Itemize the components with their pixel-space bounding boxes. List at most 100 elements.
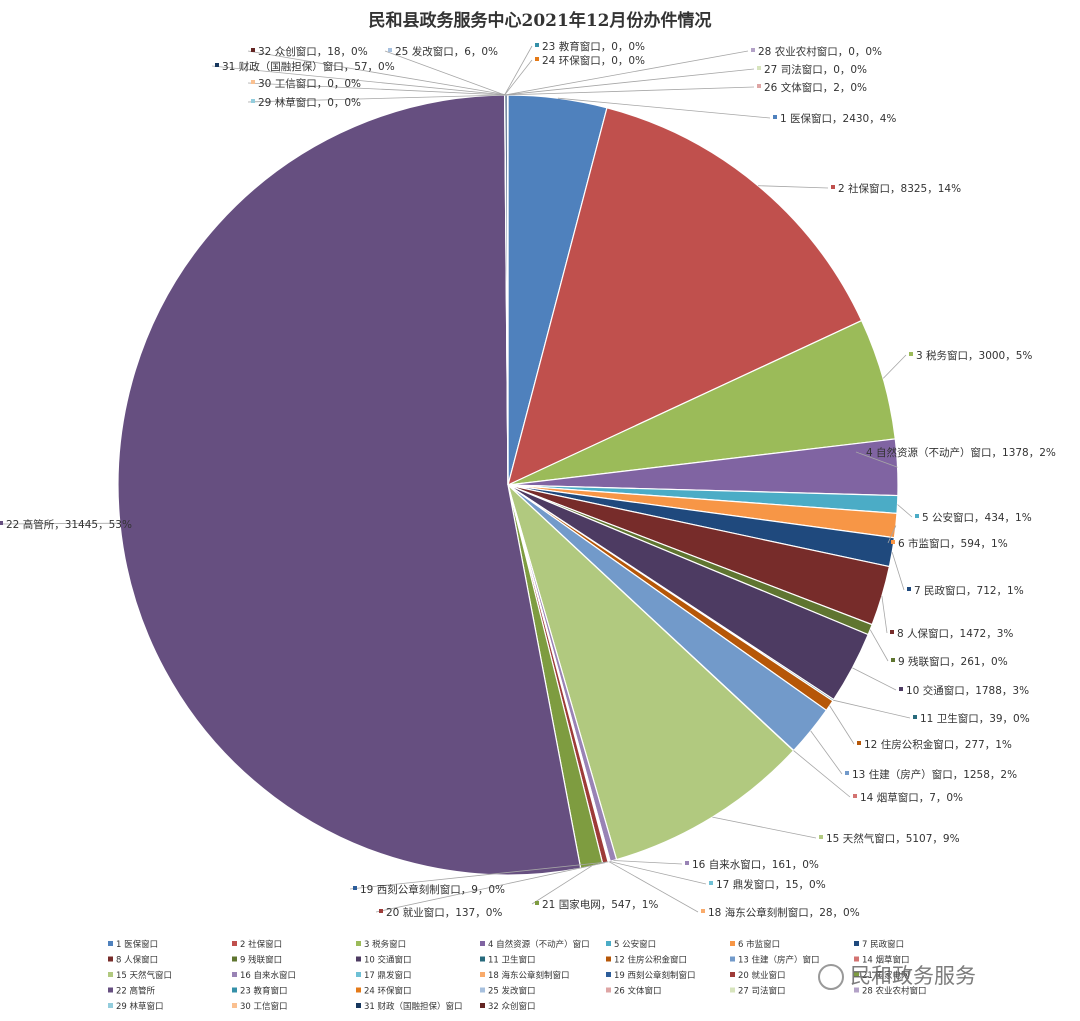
label-marker-30 <box>251 80 255 84</box>
pie-slice-22 <box>117 94 582 876</box>
legend-swatch-6 <box>730 941 735 946</box>
legend-item-15: 15 天然气窗口 <box>116 970 172 981</box>
legend-swatch-15 <box>108 972 113 977</box>
legend-swatch-13 <box>730 956 735 962</box>
label-marker-3 <box>909 352 913 356</box>
leader-line-9 <box>869 629 889 662</box>
pie-slice-15 <box>506 483 795 861</box>
leader-line-28 <box>504 50 749 96</box>
legend-swatch-29 <box>108 1003 113 1008</box>
leader-line-20 <box>375 862 606 913</box>
data-label-21: 21 国家电网，547，1% <box>542 898 658 911</box>
label-marker-28 <box>751 48 755 52</box>
legend-item-10: 10 交通窗口 <box>364 955 412 966</box>
leader-line-15 <box>712 816 817 839</box>
data-label-20: 20 就业窗口，137，0% <box>386 906 502 919</box>
legend-item-18: 18 海东公章刻制窗口 <box>488 970 570 981</box>
pie-slices <box>117 94 899 876</box>
data-label-24: 24 环保窗口，0，0% <box>542 54 645 67</box>
leader-line-23 <box>504 45 533 96</box>
data-label-32: 32 众创窗口，18，0% <box>258 45 368 58</box>
legend-swatch-4 <box>480 941 485 946</box>
label-marker-15 <box>819 835 823 839</box>
leader-line-31 <box>211 65 507 96</box>
label-marker-29 <box>251 99 255 103</box>
legend-item-27: 27 司法窗口 <box>738 986 786 997</box>
leader-line-7 <box>891 552 905 591</box>
data-label-5: 5 公安窗口，434，1% <box>922 511 1032 524</box>
label-marker-12 <box>857 741 861 745</box>
label-marker-16 <box>685 861 689 865</box>
legend-swatch-17 <box>356 972 361 977</box>
legend-swatch-24 <box>356 987 361 993</box>
data-label-12: 12 住房公积金窗口，277，1% <box>864 738 1012 751</box>
legend-item-17: 17 鼎发窗口 <box>364 970 412 981</box>
leader-line-4 <box>855 451 898 468</box>
label-marker-5 <box>915 514 919 518</box>
legend-swatch-19 <box>606 972 611 977</box>
legend-swatch-8 <box>108 956 113 962</box>
legend-item-32: 32 众创窗口 <box>488 1001 536 1012</box>
legend-swatch-28 <box>854 987 859 993</box>
legend-swatch-30 <box>232 1003 237 1008</box>
label-marker-6 <box>891 540 895 544</box>
legend-swatch-9 <box>232 956 237 962</box>
label-marker-32 <box>251 48 255 52</box>
label-marker-9 <box>891 658 895 662</box>
leader-line-3 <box>882 354 907 379</box>
legend-swatch-2 <box>232 941 237 946</box>
leader-line-8 <box>881 595 888 634</box>
data-label-9: 9 残联窗口，261，0% <box>898 655 1008 668</box>
legend-item-21: 21 国家电网 <box>862 970 910 981</box>
leader-line-5 <box>897 504 913 518</box>
legend-swatch-11 <box>480 956 485 962</box>
label-marker-11 <box>913 715 917 719</box>
legend-swatch-18 <box>480 972 485 977</box>
legend-item-11: 11 卫生窗口 <box>488 955 536 966</box>
label-marker-31 <box>215 63 219 67</box>
label-marker-13 <box>845 771 849 775</box>
data-label-29: 29 林草窗口，0，0% <box>258 96 361 109</box>
label-marker-7 <box>907 587 911 591</box>
legend-item-12: 12 住房公积金窗口 <box>614 955 687 966</box>
data-label-17: 17 鼎发窗口，15，0% <box>716 878 826 891</box>
label-marker-26 <box>757 84 761 88</box>
legend-swatch-32 <box>480 1003 485 1008</box>
legend-item-28: 28 农业农村窗口 <box>862 986 927 997</box>
legend-item-5: 5 公安窗口 <box>614 939 656 950</box>
legend-item-20: 20 就业窗口 <box>738 970 786 981</box>
label-marker-19 <box>353 886 357 890</box>
data-label-3: 3 税务窗口，3000，5% <box>916 349 1032 362</box>
data-label-4: 4 自然资源（不动产）窗口，1378，2% <box>866 446 1056 459</box>
legend-swatch-27 <box>730 987 735 993</box>
legend-swatch-23 <box>232 987 237 993</box>
leader-line-32 <box>247 50 508 96</box>
legend-item-1: 1 医保窗口 <box>116 939 158 950</box>
label-marker-22 <box>0 521 3 525</box>
leader-line-12 <box>829 705 855 745</box>
legend-swatch-31 <box>356 1003 361 1008</box>
leader-line-2 <box>758 185 829 189</box>
data-label-7: 7 民政窗口，712，1% <box>914 584 1024 597</box>
legend-swatch-22 <box>108 987 113 993</box>
leader-line-6 <box>887 525 897 544</box>
legend-item-14: 14 烟草窗口 <box>862 955 910 966</box>
legend-item-4: 4 自然资源（不动产）窗口 <box>488 939 590 950</box>
leader-line-14 <box>793 750 851 798</box>
data-label-13: 13 住建（房产）窗口，1258，2% <box>852 768 1017 781</box>
watermark: 民和政务服务 <box>818 960 976 990</box>
data-label-23: 23 教育窗口，0，0% <box>542 40 645 53</box>
data-label-25: 25 发改窗口，6，0% <box>395 45 498 58</box>
pie-slice-32 <box>506 94 509 486</box>
legend-item-26: 26 文体窗口 <box>614 986 662 997</box>
legend-item-23: 23 教育窗口 <box>240 986 288 997</box>
watermark-text: 民和政务服务 <box>850 964 976 988</box>
label-marker-21 <box>535 901 539 905</box>
data-labels: 1 医保窗口，2430，4% 2 社保窗口，8325，14% 3 税务窗口，3000… <box>0 40 1056 919</box>
legend-swatch-20 <box>730 972 735 977</box>
legend-swatch-7 <box>854 941 859 946</box>
data-label-16: 16 自来水窗口，161，0% <box>692 858 819 871</box>
leader-line-21 <box>531 865 592 905</box>
legend-swatch-10 <box>356 956 361 962</box>
